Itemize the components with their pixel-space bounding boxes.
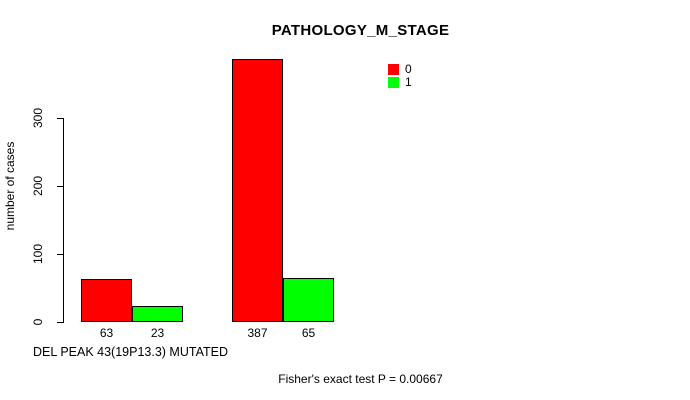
bar-series-0-group-1 [81,279,132,322]
bar-value-label: 65 [301,326,316,340]
y-axis-label: number of cases [3,141,17,231]
bar-value-label: 23 [150,326,165,340]
bar-series-1-group-1 [132,306,183,322]
legend-swatch-icon [388,76,399,88]
y-tick-label: 200 [31,175,45,197]
y-tick-mark [57,321,63,323]
legend-row: 1 [388,76,412,88]
y-tick-label: 0 [31,318,45,326]
bar-value-label: 387 [247,326,268,340]
legend-swatch-icon [388,63,399,75]
chart-title: PATHOLOGY_M_STAGE [271,22,450,39]
stat-annotation: Fisher's exact test P = 0.00667 [278,372,443,386]
legend-label: 0 [405,61,412,76]
y-tick-mark [57,253,63,255]
x-axis-label: DEL PEAK 43(19P13.3) MUTATED [33,345,228,359]
legend-row: 0 [388,63,412,75]
bar-value-label: 63 [99,326,114,340]
legend-label: 1 [405,74,412,89]
y-axis-line [63,118,64,323]
y-tick-mark [57,185,63,187]
bar-series-0-group-2 [232,59,283,322]
y-tick-mark [57,117,63,119]
y-tick-label: 300 [31,107,45,129]
bar-series-1-group-2 [283,278,334,322]
y-tick-label: 100 [31,243,45,265]
